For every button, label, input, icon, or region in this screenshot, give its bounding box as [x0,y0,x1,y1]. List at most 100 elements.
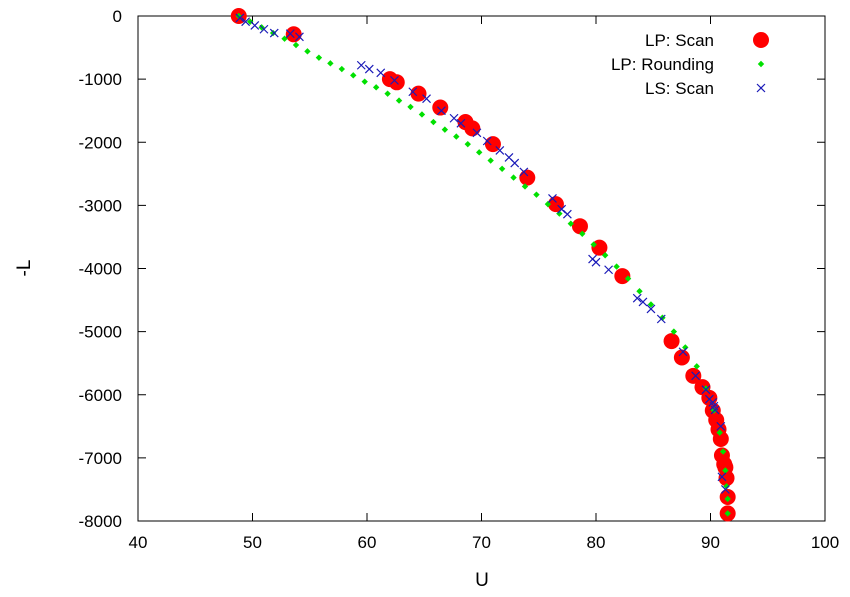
data-point [285,29,295,39]
x-tick-label: 50 [243,533,262,552]
data-point [720,485,730,494]
data-point [646,304,656,314]
data-point [250,21,260,30]
data-point [723,483,730,490]
data-point [495,146,505,155]
data-point [638,297,648,307]
legend-marker [756,83,766,93]
data-point [361,78,368,85]
x-axis-label: U [475,570,489,591]
data-point [241,17,251,27]
data-point [590,241,597,248]
data-point [691,371,701,381]
data-point [259,24,269,34]
data-point [390,75,399,85]
data-point [716,421,726,431]
data-point [663,333,680,350]
data-point [476,149,483,156]
data-point [724,510,731,517]
data-point [453,133,460,140]
data-point [422,94,431,104]
data-point [716,429,723,436]
x-tick-label: 40 [129,533,148,552]
legend: LP: Scan LP: Rounding LS: Scan [611,31,769,98]
data-point [418,111,426,118]
data-point [678,347,688,357]
data-point [571,218,588,235]
data-point [441,126,449,133]
series-3 [235,13,730,494]
data-point [717,472,727,482]
legend-label: LP: Rounding [611,55,714,74]
data-point [682,344,689,351]
x-tick-label: 60 [358,533,377,552]
data-point [724,495,731,503]
data-point [701,385,711,395]
data-point [384,90,391,97]
data-point [356,60,366,70]
data-point [364,64,374,74]
data-point [269,29,277,37]
legend-label: LP: Scan [645,31,714,50]
data-point [702,385,710,392]
data-point [350,72,357,79]
data-point [613,263,620,270]
series-2 [235,12,731,517]
data-point [432,99,449,116]
data-point [304,48,311,55]
data-point [292,41,300,49]
data-point [269,28,279,38]
data-point [632,293,642,303]
data-point [562,209,572,219]
y-tick-label: -4000 [79,260,122,279]
data-point [719,448,727,455]
data-point [673,349,690,366]
data-point [604,265,614,275]
data-point [656,314,666,324]
data-point [315,54,323,61]
x-axis: 40 50 60 70 80 90 100 [129,16,839,552]
data-point [472,128,482,138]
data-point [567,220,575,227]
data-point [722,467,729,474]
x-tick-label: 100 [811,533,839,552]
data-point [408,87,418,97]
data-point [395,97,403,104]
y-axis-label: -L [14,260,35,277]
data-point [710,405,720,415]
data-point [685,367,702,384]
legend-marker [753,32,769,48]
series-layer [230,8,736,522]
data-point [449,113,459,123]
data-point [519,169,536,186]
data-point [456,118,466,128]
y-tick-label: -5000 [79,323,122,342]
legend-marker [757,60,765,68]
data-point [718,470,735,487]
y-tick-label: -6000 [79,386,122,405]
y-tick-label: -2000 [79,133,122,152]
data-point [556,210,563,217]
data-point [437,106,446,116]
data-point [482,136,492,146]
legend-label: LS: Scan [645,79,714,98]
data-point [487,157,494,164]
data-point [579,230,586,237]
data-point [712,430,729,447]
data-point [498,165,506,172]
data-point [647,301,655,308]
data-point [430,118,437,126]
data-point [670,328,678,335]
data-point [624,275,632,282]
data-point [407,103,414,111]
data-point [636,288,643,295]
data-point [372,84,380,91]
y-axis: 0 -1000 -2000 -3000 -4000 -5000 -6000 -7000 -800… [79,7,825,531]
data-point [376,68,386,78]
data-point [591,257,601,267]
y-tick-label: -1000 [79,70,122,89]
data-point [464,140,471,148]
data-point [295,32,304,42]
data-point [519,167,529,177]
